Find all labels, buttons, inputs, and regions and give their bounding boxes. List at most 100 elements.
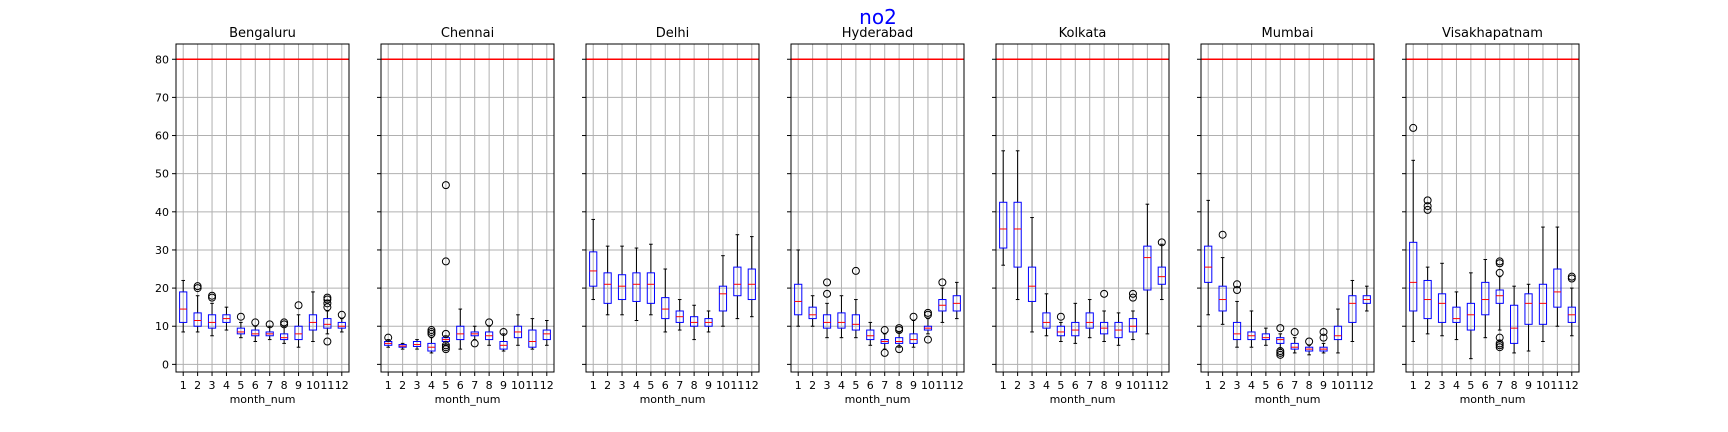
box (207, 314, 217, 329)
box-month-9 (704, 310, 713, 333)
box-month-8 (895, 324, 904, 354)
x-tick-label: 8 (1101, 379, 1108, 392)
box-month-12 (337, 310, 346, 333)
x-axis-label: month_num (230, 393, 296, 406)
outlier-point (1056, 312, 1065, 321)
outlier-point (880, 348, 889, 357)
box-month-6 (251, 318, 260, 342)
x-tick-label: 1 (1000, 379, 1007, 392)
box (808, 306, 817, 320)
x-tick-label: 6 (1482, 379, 1489, 392)
outlier-point (427, 326, 436, 335)
x-tick-label: 4 (428, 379, 435, 392)
x-tick-label: 8 (1306, 379, 1313, 392)
axes-frame (585, 43, 760, 373)
box-month-1 (794, 249, 803, 327)
box (690, 316, 699, 327)
x-tick-label: 9 (705, 379, 712, 392)
x-tick-label: 1 (590, 379, 597, 392)
x-tick-label: 5 (1057, 379, 1064, 392)
x-tick-label: 12 (1360, 379, 1374, 392)
box-month-1 (1204, 199, 1213, 316)
x-tick-label: 11 (320, 379, 334, 392)
x-tick-label: 8 (1511, 379, 1518, 392)
x-axis-label: month_num (435, 393, 501, 406)
box (617, 274, 627, 301)
panel-title: Kolkata (1059, 26, 1107, 41)
box (794, 283, 803, 316)
box-month-12 (952, 281, 961, 320)
outlier-point (823, 278, 832, 287)
outlier-point (1495, 268, 1504, 277)
x-tick-label: 4 (223, 379, 230, 392)
x-tick-label: 5 (1262, 379, 1269, 392)
outlier-point (1233, 286, 1242, 294)
x-tick-label: 6 (252, 379, 259, 392)
x-tick-label: 8 (896, 379, 903, 392)
x-tick-label: 11 (525, 379, 539, 392)
outlier-point (880, 326, 889, 335)
outlier-point (193, 282, 202, 291)
box (1027, 266, 1037, 302)
box (646, 272, 655, 304)
x-tick-label: 10 (511, 379, 525, 392)
box (1013, 201, 1022, 268)
outlier-point (323, 303, 332, 312)
x-tick-label: 10 (921, 379, 935, 392)
outlier-point (323, 293, 332, 302)
box-month-10 (923, 308, 933, 344)
box (1232, 321, 1242, 341)
outlier-point (1423, 202, 1432, 211)
box-month-2 (808, 295, 817, 327)
x-tick-label: 6 (1277, 379, 1284, 392)
box (1042, 312, 1051, 329)
box (1276, 337, 1285, 344)
box (456, 325, 465, 341)
box-month-7 (1495, 257, 1504, 352)
box-month-10 (513, 314, 523, 346)
x-tick-label: 3 (824, 379, 831, 392)
box (179, 291, 188, 323)
box-month-9 (499, 327, 508, 352)
y-tick-label: 20 (155, 282, 169, 295)
box-month-3 (1232, 280, 1242, 348)
outlier-point (909, 312, 918, 321)
x-tick-label: 2 (809, 379, 816, 392)
box (999, 201, 1008, 249)
x-tick-label: 11 (935, 379, 949, 392)
box-month-1 (1409, 123, 1418, 342)
box (1452, 306, 1461, 323)
outlier-point (251, 318, 260, 327)
x-tick-label: 1 (180, 379, 187, 392)
y-tick-label: 0 (162, 358, 169, 371)
box-month-1 (589, 218, 598, 301)
box (1466, 302, 1475, 331)
box-month-7 (675, 299, 684, 331)
outlier-point (1409, 123, 1418, 132)
x-tick-label: 5 (647, 379, 654, 392)
box (909, 333, 918, 344)
x-tick-label: 5 (237, 379, 244, 392)
box (280, 333, 289, 341)
x-tick-label: 3 (1439, 379, 1446, 392)
box-month-3 (207, 291, 217, 337)
box-month-3 (617, 245, 627, 316)
box-month-7 (1085, 299, 1094, 339)
box-month-4 (1452, 291, 1461, 341)
box (1290, 342, 1299, 350)
outlier-point (323, 299, 332, 308)
box (822, 314, 832, 329)
box (1481, 281, 1490, 316)
box-month-4 (1042, 293, 1051, 337)
x-tick-label: 12 (950, 379, 964, 392)
x-tick-label: 2 (194, 379, 201, 392)
box (412, 340, 422, 347)
outlier-point (441, 257, 450, 266)
x-tick-label: 8 (486, 379, 493, 392)
box-month-2 (1423, 196, 1432, 335)
outlier-point (823, 289, 832, 298)
